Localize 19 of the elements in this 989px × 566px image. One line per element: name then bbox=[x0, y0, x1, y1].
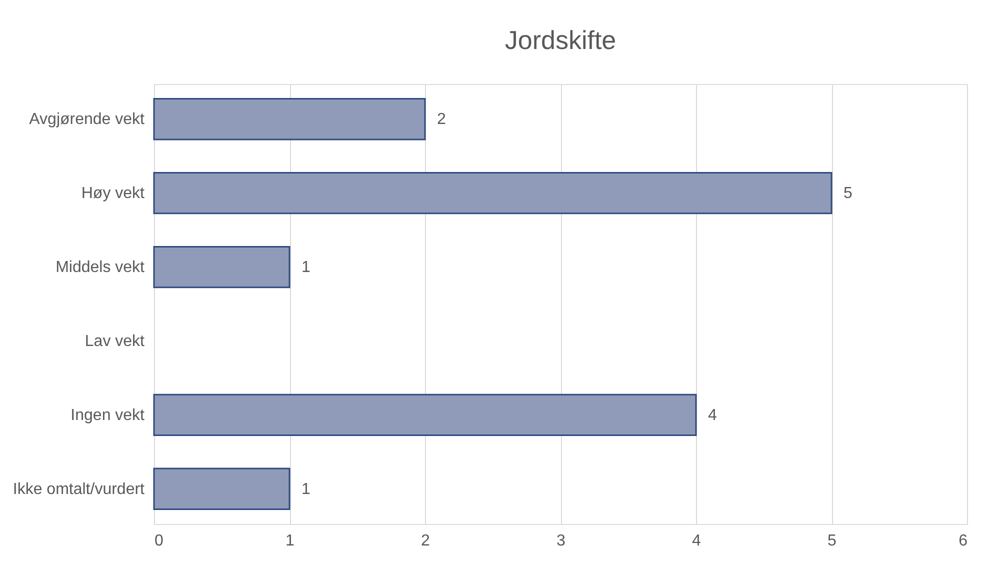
x-tick-label: 2 bbox=[421, 532, 430, 550]
y-tick-label: Middels vekt bbox=[56, 259, 146, 276]
data-label: 4 bbox=[708, 406, 717, 424]
y-tick-label: Ingen vekt bbox=[70, 406, 146, 424]
x-tick-label: 3 bbox=[556, 532, 566, 550]
y-tick-label: Avgjørende vekt bbox=[29, 111, 146, 128]
data-label: 5 bbox=[844, 185, 852, 202]
y-tick-label: Høy vekt bbox=[81, 185, 146, 202]
chart-title: Jordskifte bbox=[504, 25, 616, 55]
x-tick-label: 0 bbox=[154, 532, 164, 550]
data-label: 2 bbox=[437, 111, 446, 128]
y-tick-label: Ikke omtalt/vurdert bbox=[12, 480, 146, 498]
x-tick-label: 1 bbox=[286, 532, 295, 550]
data-label: 1 bbox=[302, 480, 310, 498]
x-tick-label: 5 bbox=[828, 532, 837, 550]
x-tick-label: 4 bbox=[692, 532, 702, 550]
data-label: 1 bbox=[302, 259, 310, 276]
y-tick-label: Lav vekt bbox=[84, 332, 146, 350]
x-tick-label: 6 bbox=[958, 532, 968, 550]
